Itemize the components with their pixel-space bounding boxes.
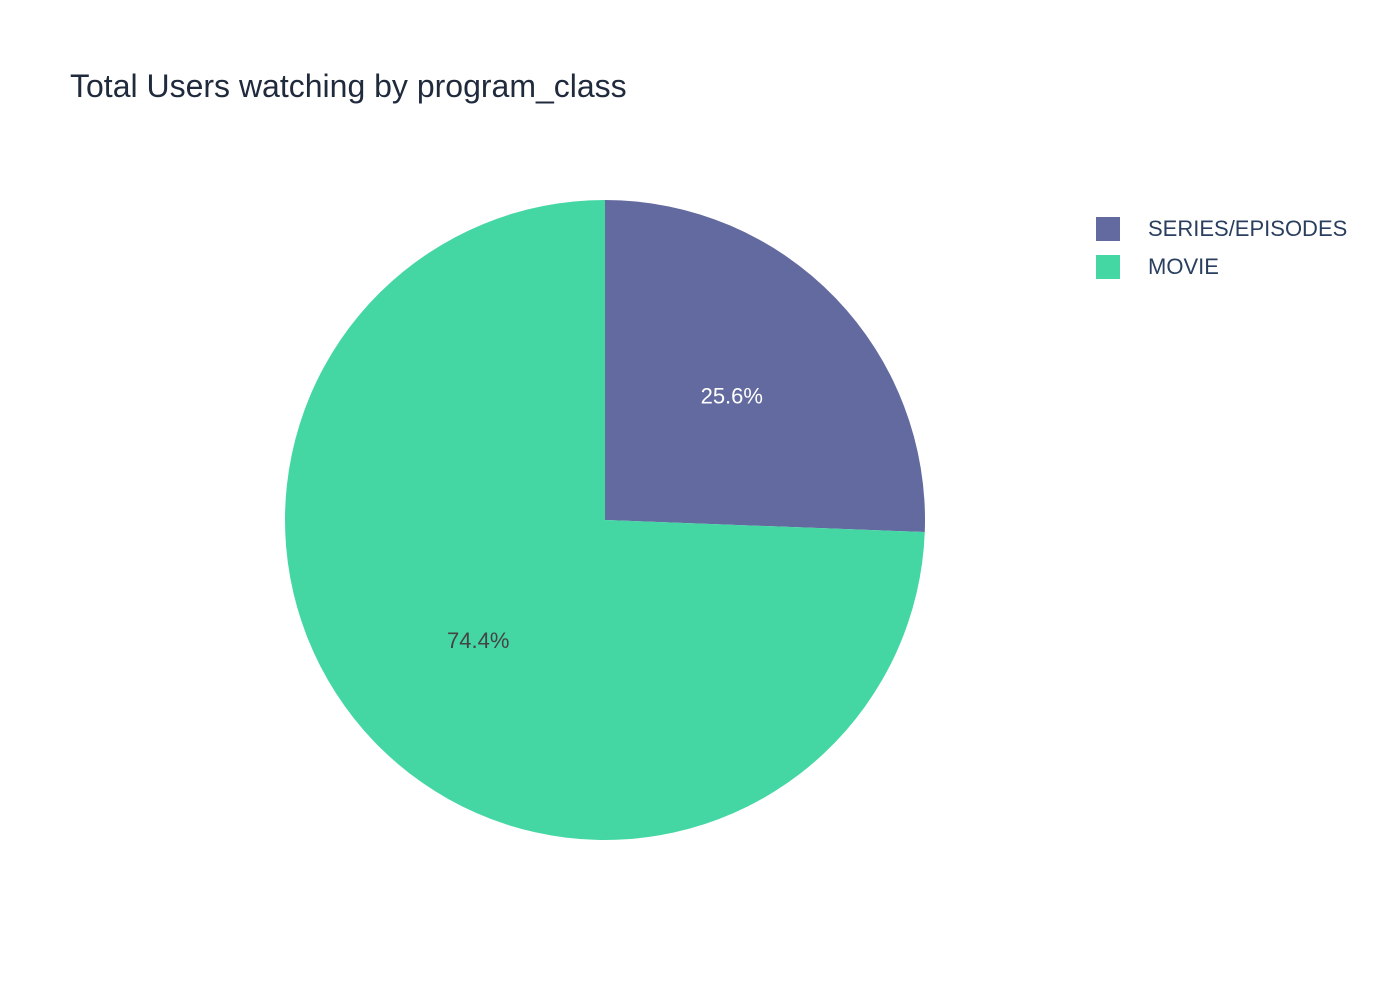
pie-slice-movie[interactable] bbox=[284, 200, 925, 841]
pie-slice-label: 25.6% bbox=[701, 384, 763, 409]
legend-label: MOVIE bbox=[1148, 254, 1219, 279]
legend-swatch-series-episodes bbox=[1096, 217, 1120, 241]
pie-slice-label: 74.4% bbox=[447, 628, 509, 653]
pie-slice-series-episodes[interactable] bbox=[605, 200, 925, 533]
chart-title: Total Users watching by program_class bbox=[70, 68, 627, 104]
legend-swatch-movie bbox=[1096, 255, 1120, 279]
legend-label: SERIES/EPISODES bbox=[1148, 216, 1348, 241]
